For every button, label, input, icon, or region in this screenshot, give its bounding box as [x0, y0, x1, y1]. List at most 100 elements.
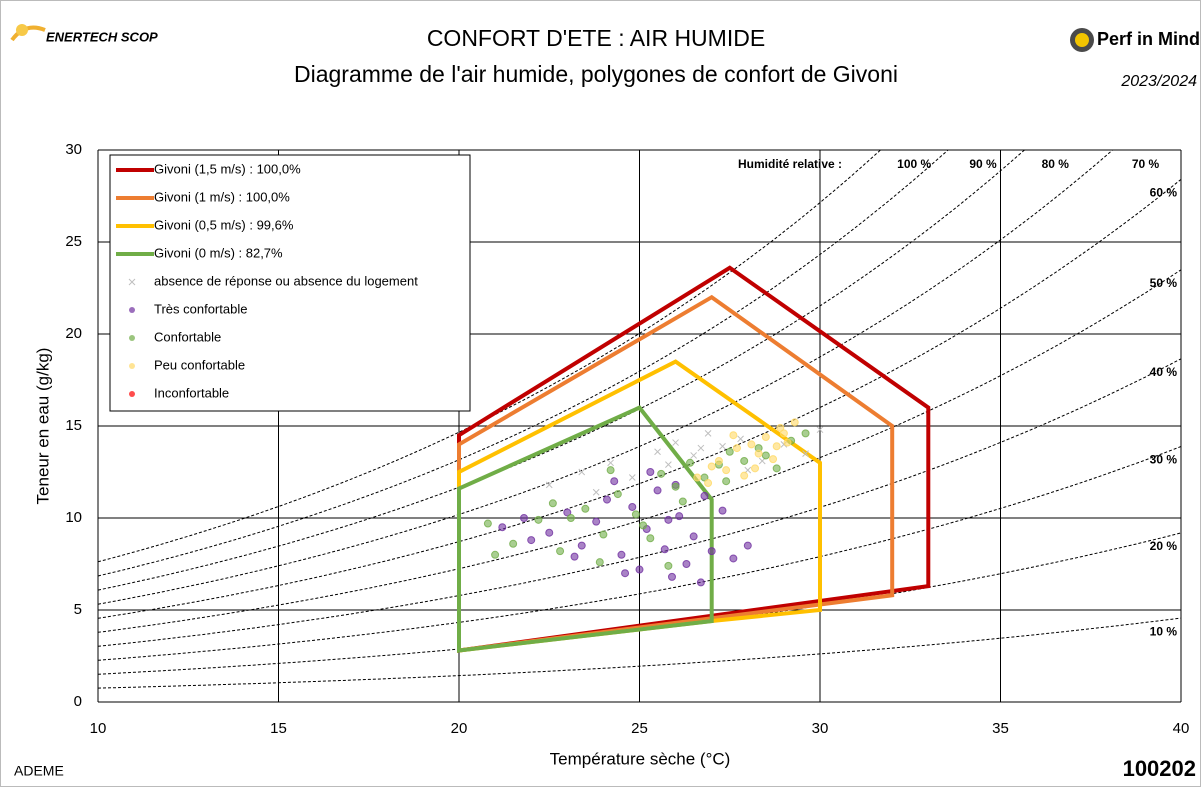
point [718, 506, 727, 515]
point [607, 459, 614, 467]
rh-curve [98, 179, 1181, 619]
point [740, 456, 749, 465]
point [790, 418, 799, 427]
point [534, 515, 543, 524]
point [566, 514, 575, 522]
rh-label: 40 % [1150, 365, 1178, 379]
point [639, 521, 648, 530]
point [610, 477, 619, 486]
point [740, 471, 749, 480]
point [772, 442, 781, 451]
point [729, 554, 738, 563]
rh-label: 30 % [1150, 453, 1178, 467]
point [761, 433, 770, 442]
point [696, 578, 705, 587]
rh-curve [98, 150, 882, 563]
point [747, 440, 756, 449]
legend-swatch [129, 335, 135, 341]
point [664, 515, 673, 524]
rh-label: 90 % [969, 157, 997, 171]
point [722, 477, 731, 486]
point [743, 541, 752, 550]
point [660, 545, 669, 554]
rh-label: 100 % [897, 157, 931, 171]
legend-box [109, 154, 471, 412]
point [707, 547, 716, 556]
point [519, 514, 528, 522]
point [667, 572, 676, 581]
point [719, 442, 726, 450]
legend-swatch [129, 363, 135, 369]
point [498, 523, 507, 532]
x-tick-label: 15 [270, 720, 287, 737]
legend-label: Givoni (0 m/s) : 82,7% [154, 245, 283, 260]
point [779, 429, 788, 438]
legend-label: Très confortable [154, 301, 247, 316]
legend-label: Givoni (1 m/s) : 100,0% [154, 189, 290, 204]
point [527, 536, 536, 545]
logo-right: Perf in Mind [1070, 28, 1200, 52]
point [783, 438, 792, 447]
chart-subtitle: Diagramme de l'air humide, polygones de … [294, 61, 898, 87]
legend-label: Givoni (1,5 m/s) : 100,0% [154, 161, 301, 176]
point [548, 499, 557, 508]
rh-curve [98, 446, 1181, 661]
logo-left: ENERTECH SCOP [10, 24, 158, 44]
point [732, 444, 741, 453]
point [725, 447, 734, 456]
point [631, 510, 640, 519]
rh-label: 80 % [1042, 157, 1070, 171]
point [577, 541, 586, 550]
legend-swatch [129, 391, 135, 397]
point [581, 504, 590, 513]
x-tick-label: 10 [90, 720, 107, 737]
point [682, 560, 691, 568]
source: ADEME [14, 763, 64, 779]
x-tick-label: 30 [812, 720, 829, 737]
point [621, 569, 630, 578]
point [776, 423, 785, 432]
y-tick-label: 25 [65, 233, 82, 250]
point [722, 466, 731, 475]
point [556, 547, 565, 556]
point [751, 464, 760, 473]
point [509, 539, 518, 548]
point [704, 479, 713, 488]
point [664, 561, 673, 570]
point [603, 495, 612, 504]
x-axis-label: Température sèche (°C) [550, 749, 731, 768]
point [578, 468, 586, 476]
rh-label: 70 % [1132, 157, 1160, 171]
point [592, 517, 601, 526]
point [700, 491, 709, 500]
point [606, 466, 615, 475]
y-tick-label: 0 [74, 693, 82, 710]
point [646, 468, 655, 476]
point [689, 532, 698, 541]
logo-text: ENERTECH SCOP [46, 29, 158, 44]
legend-label: Peu confortable [154, 357, 245, 372]
rh-title: Humidité relative : [738, 157, 842, 171]
legend-label: Givoni (0,5 m/s) : 99,6% [154, 217, 294, 232]
point [671, 482, 680, 491]
x-tick-label: 35 [992, 720, 1009, 737]
legend-label: Confortable [154, 329, 221, 344]
point [628, 502, 637, 511]
point [754, 449, 763, 458]
plot: 10 15 20 25 30 35 40 0 5 10 15 20 25 30 10 % 20 % 30 % 40… [65, 141, 1189, 737]
y-tick-label: 15 [65, 417, 82, 434]
legend-label: absence de réponse ou absence du logemen… [154, 273, 418, 288]
point [704, 430, 712, 437]
rh-curve [98, 617, 1181, 689]
y-axis-label: Teneur en eau (g/kg) [33, 348, 52, 505]
point [563, 508, 572, 517]
point [672, 439, 679, 446]
point [628, 474, 636, 481]
point [686, 458, 695, 467]
rh-label: 10 % [1150, 624, 1178, 638]
point [665, 461, 672, 468]
point [613, 490, 622, 499]
point [693, 473, 702, 482]
point [646, 534, 655, 543]
